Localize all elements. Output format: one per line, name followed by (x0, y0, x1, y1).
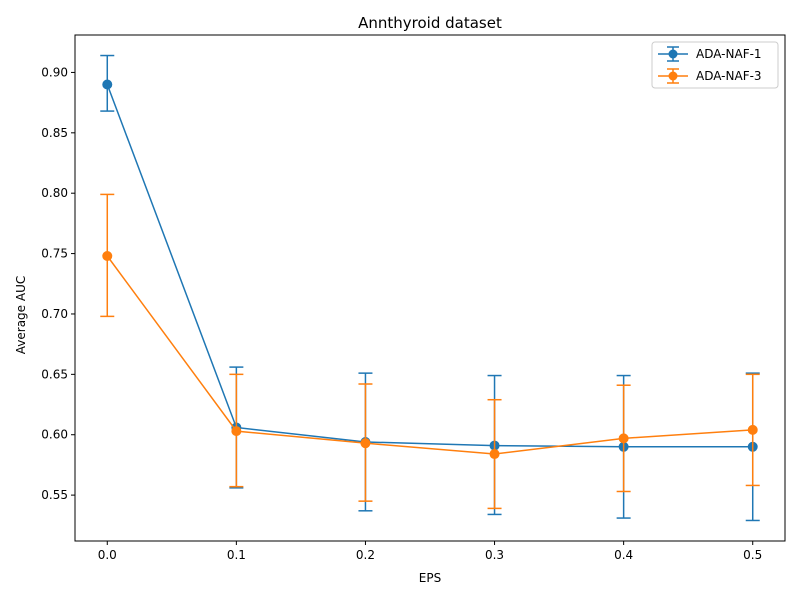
plot-area: 0.0 0.1 0.2 0.3 0.4 0.5 0.55 0.60 0.65 0.70 0.75 0.… (41, 34, 786, 562)
legend-label: ADA-NAF-1 (696, 47, 762, 61)
chart-title: Annthyroid dataset (358, 14, 502, 32)
data-point (489, 449, 500, 460)
data-point (618, 433, 629, 444)
series-line (106, 255, 753, 455)
axes-frame (74, 34, 786, 542)
legend-item: ADA-NAF-3 (658, 68, 762, 84)
legend-marker (668, 71, 678, 81)
x-axis-label: EPS (419, 571, 441, 585)
data-point (102, 79, 113, 90)
data-point (231, 426, 242, 437)
x-tick-label: 0.2 (356, 548, 375, 562)
y-tick-label: 0.80 (41, 186, 68, 200)
data-point (747, 424, 758, 435)
y-tick-label: 0.90 (41, 65, 68, 79)
y-tick-label: 0.60 (41, 428, 68, 442)
legend-item: ADA-NAF-1 (658, 46, 762, 62)
x-tick-label: 0.0 (98, 548, 117, 562)
y-tick-label: 0.70 (41, 307, 68, 321)
x-tick-label: 0.3 (485, 548, 504, 562)
x-tick-label: 0.5 (743, 548, 762, 562)
y-tick-label: 0.65 (41, 367, 68, 381)
series-line (106, 84, 753, 448)
legend: ADA-NAF-1 ADA-NAF-3 (651, 41, 779, 89)
legend-marker (668, 49, 678, 59)
series-2 (100, 193, 760, 510)
x-tick-label: 0.4 (614, 548, 633, 562)
y-axis-label: Average AUC (14, 276, 28, 354)
data-point (360, 438, 371, 449)
y-tick-label: 0.85 (41, 126, 68, 140)
data-point (102, 250, 113, 261)
y-tick-label: 0.55 (41, 488, 68, 502)
x-tick-label: 0.1 (227, 548, 246, 562)
legend-label: ADA-NAF-3 (696, 69, 762, 83)
y-tick-label: 0.75 (41, 247, 68, 261)
